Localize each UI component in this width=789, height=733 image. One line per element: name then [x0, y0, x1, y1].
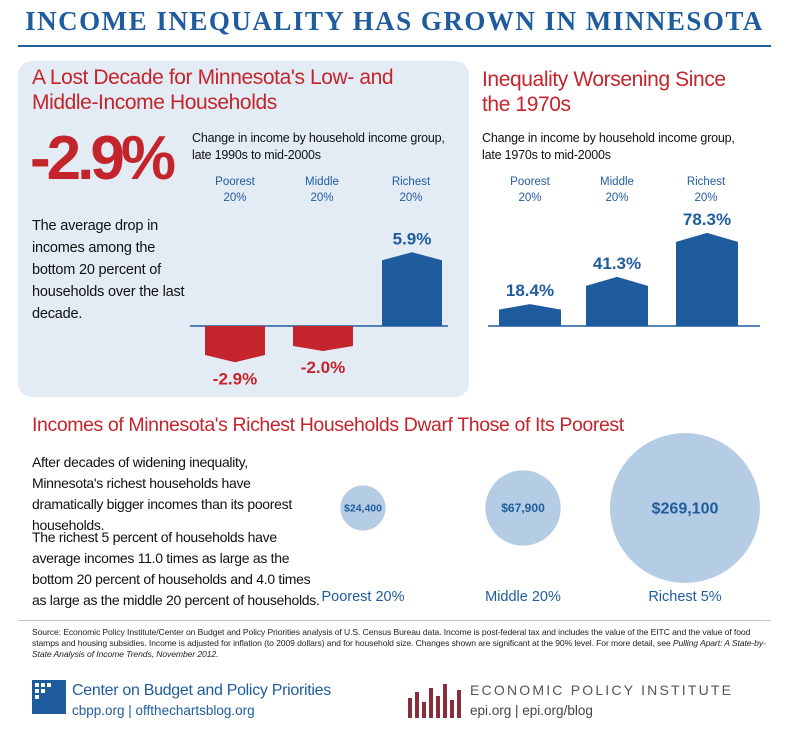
- bubble-category-label: Richest 5%: [648, 589, 722, 605]
- cbpp-url[interactable]: cbpp.org | offthechartsblog.org: [72, 703, 255, 718]
- right-chart-bar: [586, 276, 648, 326]
- left-category-label: Poorest 20%: [215, 176, 255, 204]
- left-chart-bar: [382, 252, 442, 326]
- left-chart-value-label: -2.9%: [213, 369, 257, 388]
- left-chart-bar: [293, 326, 353, 351]
- right-chart-value-label: 78.3%: [683, 210, 731, 229]
- right-chart-value-label: 41.3%: [593, 254, 641, 273]
- left-chart-value-label: -2.0%: [301, 358, 345, 377]
- epi-url[interactable]: epi.org | epi.org/blog: [470, 703, 593, 718]
- cbpp-name: Center on Budget and Policy Priorities: [72, 682, 331, 699]
- source-divider: [18, 620, 771, 621]
- left-category-label: Middle 20%: [305, 176, 339, 204]
- lost-decade-heading: A Lost Decade for Minnesota's Low- and M…: [32, 65, 394, 115]
- right-category-label: Richest 20%: [686, 176, 726, 204]
- income-bubble: [340, 485, 386, 531]
- epi-logo-icon: [408, 684, 461, 718]
- income-bubble: [485, 470, 561, 546]
- lost-decade-heading-line2: Middle-Income Households: [32, 91, 277, 114]
- big-stat: -2.9%: [30, 124, 176, 193]
- bubble-value-label: $269,100: [652, 501, 719, 518]
- right-chart-subtitle-line2: late 1970s to mid-2000s: [482, 148, 611, 162]
- epi-name: ECONOMIC POLICY INSTITUTE: [470, 682, 734, 698]
- right-chart-subtitle: Change in income by household income gro…: [482, 130, 735, 164]
- cbpp-logo-icon: [32, 680, 66, 714]
- right-category-label: Poorest 20%: [510, 176, 550, 204]
- right-chart-bar: [499, 304, 561, 326]
- inequality-heading-line2: the 1970s: [482, 93, 571, 116]
- intro-paragraph-1: After decades of widening inequality, Mi…: [32, 454, 292, 533]
- stat-description: The average drop in incomes among the bo…: [32, 218, 185, 322]
- left-category-label: Richest 20%: [391, 176, 431, 204]
- lost-decade-heading-line1: A Lost Decade for Minnesota's Low- and: [32, 66, 394, 89]
- title-divider: [18, 45, 771, 47]
- bottom-heading: Incomes of Minnesota's Richest Household…: [32, 414, 624, 436]
- bubble-value-label: $24,400: [344, 503, 382, 515]
- income-bubble: [610, 433, 760, 583]
- bubble-category-label: Middle 20%: [485, 589, 561, 605]
- right-chart-bar: [676, 232, 738, 326]
- left-chart-subtitle-line2: late 1990s to mid-2000s: [192, 148, 321, 162]
- source-text: Source: Economic Policy Institute/Center…: [32, 627, 751, 648]
- intro-paragraph-2: The richest 5 percent of households have…: [32, 529, 320, 608]
- inequality-heading: Inequality Worsening Since the 1970s: [482, 67, 726, 117]
- left-chart-subtitle-line1: Change in income by household income gro…: [192, 131, 445, 145]
- source-italic: Pulling Apart: A State-by-State Analysis…: [32, 638, 766, 659]
- left-chart-subtitle: Change in income by household income gro…: [192, 130, 445, 164]
- right-chart-value-label: 18.4%: [506, 281, 554, 300]
- right-category-label: Middle 20%: [600, 176, 634, 204]
- inequality-heading-line1: Inequality Worsening Since: [482, 68, 726, 91]
- page-title: INCOME INEQUALITY HAS GROWN IN MINNESOTA: [25, 6, 764, 36]
- bubble-value-label: $67,900: [501, 501, 545, 515]
- left-chart-value-label: 5.9%: [393, 229, 432, 248]
- left-chart-bar: [205, 326, 265, 363]
- bubble-category-label: Poorest 20%: [321, 589, 405, 605]
- source-note: Source: Economic Policy Institute/Center…: [32, 627, 767, 660]
- right-chart-subtitle-line1: Change in income by household income gro…: [482, 131, 735, 145]
